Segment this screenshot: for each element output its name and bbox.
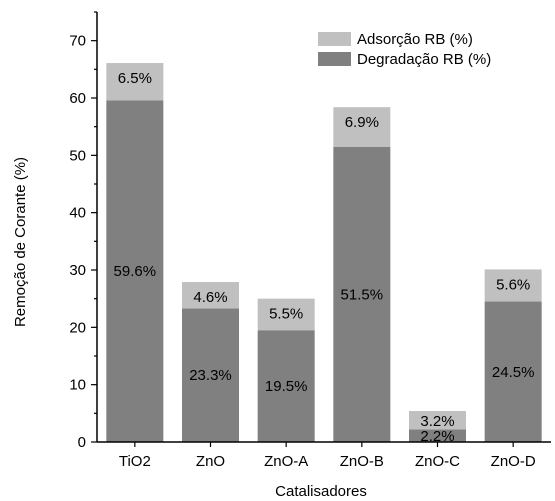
- bar-degradacao-zno: [182, 308, 239, 442]
- y-tick-label: 50: [69, 147, 86, 164]
- bar-adsorcao-zno: [182, 282, 239, 309]
- data-label-degradacao-tio2: 59.6%: [114, 263, 157, 280]
- x-tick-label-zno-c: ZnO-C: [415, 453, 460, 470]
- bars-layer: 59.6% 6.5% 23.3% 4.6% 19.5% 5.5% 51.5% 6.9% 2.2%…: [106, 63, 542, 445]
- y-tick-label: 60: [69, 90, 86, 107]
- bar-adsorcao-tio2: [106, 63, 164, 101]
- bar-degradacao-zno-a: [257, 330, 315, 442]
- y-tick-label: 0: [78, 434, 86, 451]
- x-tick-label-zno: ZnO: [196, 453, 225, 470]
- y-axis-title: Remoção de Corante (%): [12, 157, 29, 327]
- x-tick-label-zno-d: ZnO-D: [491, 453, 536, 470]
- data-label-degradacao-zno: 23.3%: [189, 367, 232, 384]
- legend-label-adsorcao: Adsorção RB (%): [357, 31, 473, 48]
- bar-degradacao-zno-d: [484, 301, 542, 442]
- legend-swatch-degradacao: [318, 52, 351, 66]
- data-label-degradacao-zno-d: 24.5%: [492, 364, 535, 381]
- x-tick-label-zno-a: ZnO-A: [264, 453, 308, 470]
- y-tick-label: 10: [69, 377, 86, 394]
- data-label-adsorcao-zno-b: 6.9%: [345, 114, 379, 131]
- bar-degradacao-zno-c: [409, 429, 466, 442]
- data-label-adsorcao-zno-c: 3.2%: [420, 413, 454, 430]
- bar-adsorcao-zno-b: [333, 107, 391, 147]
- bar-adsorcao-zno-c: [409, 411, 466, 430]
- data-label-degradacao-zno-b: 51.5%: [341, 286, 384, 303]
- bar-adsorcao-zno-a: [257, 298, 315, 331]
- legend-swatch-adsorcao: [318, 32, 351, 46]
- legend-label-degradacao: Degradação RB (%): [357, 51, 491, 68]
- x-tick-label-zno-b: ZnO-B: [340, 453, 384, 470]
- data-label-degradacao-zno-a: 19.5%: [265, 378, 308, 395]
- data-label-degradacao-zno-c: 2.2%: [420, 428, 454, 445]
- y-tick-label: 70: [69, 33, 86, 50]
- data-label-adsorcao-zno-d: 5.6%: [496, 276, 530, 293]
- x-axis-title: Catalisadores: [275, 483, 367, 500]
- data-label-adsorcao-zno-a: 5.5%: [269, 306, 303, 323]
- bar-degradacao-tio2: [106, 100, 164, 442]
- y-tick-label: 30: [69, 262, 86, 279]
- data-label-adsorcao-tio2: 6.5%: [118, 70, 152, 87]
- x-tick-label-tio2: TiO2: [119, 453, 151, 470]
- y-tick-label: 40: [69, 205, 86, 222]
- bar-adsorcao-zno-d: [484, 269, 542, 302]
- legend: Adsorção RB (%) Degradação RB (%): [318, 31, 491, 68]
- bar-degradacao-zno-b: [333, 146, 391, 442]
- y-tick-label: 20: [69, 319, 86, 336]
- axes-layer: 0 10 20 30 40 50 60 70 TiO2 ZnO ZnO-A ZnO-B ZnO-C ZnO…: [69, 11, 551, 470]
- data-label-adsorcao-zno: 4.6%: [193, 289, 227, 306]
